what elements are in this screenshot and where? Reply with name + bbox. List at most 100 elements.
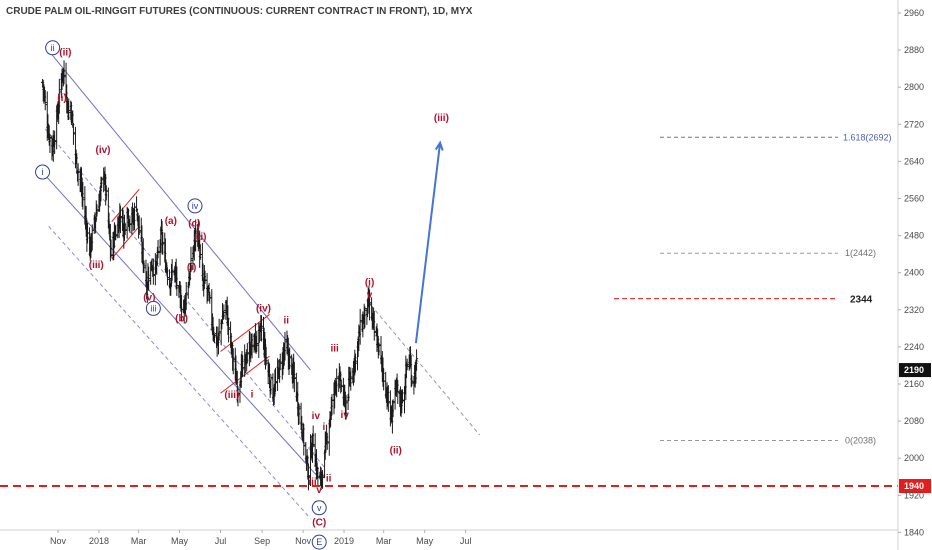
- wave-label: iii: [308, 477, 317, 488]
- ohlc-bar: [306, 463, 311, 491]
- ohlc-bar: [367, 289, 372, 321]
- ohlc-bar: [349, 367, 353, 391]
- ohlc-bars: [40, 60, 419, 491]
- ohlc-bar: [71, 123, 76, 145]
- wave-circle: [45, 40, 61, 56]
- y-tick-label: 2240: [904, 342, 924, 352]
- y-tick-label: 2640: [904, 156, 924, 166]
- ohlc-bar: [208, 291, 212, 304]
- ohlc-bar: [283, 331, 287, 361]
- last-price-label: 2190: [904, 365, 924, 375]
- chart-title: CRUDE PALM OIL-RINGGIT FUTURES (CONTINUO…: [6, 6, 473, 17]
- y-tick-label: 2160: [904, 379, 924, 389]
- wave-label: (i): [187, 262, 196, 273]
- wave-circle: [311, 500, 327, 516]
- ohlc-bar: [410, 375, 414, 387]
- x-tick-label: May: [416, 536, 434, 546]
- ohlc-bar: [264, 346, 268, 366]
- fib-label: 0(2038): [845, 436, 876, 446]
- ohlc-bar: [405, 358, 409, 371]
- ohlc-bar: [81, 182, 85, 210]
- wave-label: (iv): [256, 304, 271, 315]
- ohlc-bar: [320, 469, 325, 489]
- last-price-tag: [899, 363, 931, 378]
- ohlc-bar: [278, 353, 282, 371]
- ohlc-bar: [161, 231, 165, 255]
- ohlc-bar: [137, 215, 141, 235]
- wave-circle: [187, 198, 203, 214]
- ohlc-bar: [123, 222, 127, 236]
- x-tick-label: 2018: [89, 536, 109, 546]
- ohlc-bar: [43, 90, 47, 111]
- wave-circle-label: i: [42, 167, 44, 177]
- wave-label: (ii): [194, 232, 206, 243]
- ohlc-bar: [142, 260, 146, 274]
- ohlc-bar: [311, 425, 315, 448]
- ohlc-bar: [391, 399, 395, 418]
- wave-label: (iii): [224, 390, 239, 401]
- wave-label: (iii): [434, 113, 449, 124]
- wave-labels: (ii) (i) (iv) (iii) (a) (c) (ii) (i) (v) (b) (iv) (…: [35, 40, 449, 550]
- red-channel-line: [111, 188, 140, 222]
- ohlc-bar: [151, 258, 155, 285]
- wave-circle: [145, 300, 161, 316]
- red-channel-line: [111, 225, 140, 260]
- wave-label: iii: [330, 344, 339, 355]
- ohlc-bar: [147, 266, 151, 291]
- ohlc-bar: [269, 374, 273, 395]
- ohlc-bar: [288, 347, 292, 370]
- ohlc-bar: [194, 219, 198, 252]
- ohlc-bar: [189, 246, 193, 273]
- wave-label: (iii): [89, 260, 104, 271]
- ohlc-bar: [217, 318, 221, 341]
- x-tick-label: Mar: [376, 536, 392, 546]
- dashed-trend-line: [370, 304, 481, 436]
- y-tick-label: 2800: [904, 82, 924, 92]
- ohlc-bar: [67, 98, 71, 120]
- x-tick-label: 2019: [334, 536, 354, 546]
- ohlc-bar: [358, 308, 362, 345]
- wave-circle-label: iv: [192, 201, 199, 211]
- y-tick-label: 2480: [904, 231, 924, 241]
- ohlc-bar: [226, 317, 231, 343]
- ohlc-bar: [222, 304, 226, 320]
- wave-label: ii: [284, 316, 290, 327]
- ohlc-bar: [114, 225, 118, 241]
- wave-label: (ii): [390, 446, 402, 457]
- ohlc-bar: [53, 130, 57, 154]
- ohlc-bar: [255, 330, 259, 353]
- ohlc-bar: [377, 342, 381, 356]
- wave-label: (a): [165, 216, 177, 227]
- wave-label: i: [323, 422, 326, 433]
- y-tick-label: 1920: [904, 490, 924, 500]
- wave-label: ii: [326, 473, 332, 484]
- wave-label: (c): [188, 218, 200, 229]
- resistance-label: 2344: [850, 295, 873, 306]
- x-tick-label: Jul: [460, 536, 472, 546]
- channel-line: [51, 54, 311, 371]
- ohlc-bar: [344, 395, 348, 420]
- ohlc-bar: [353, 353, 358, 373]
- x-tick-label: Sep: [254, 536, 270, 546]
- y-tick-label: 2080: [904, 416, 924, 426]
- wave-label: (i): [57, 93, 66, 104]
- projection-arrow-line: [414, 142, 442, 344]
- ohlc-bar: [95, 204, 99, 217]
- ohlc-bar: [156, 239, 160, 259]
- wave-circle-label: v: [317, 503, 322, 513]
- horizontal-levels: 1940 2344 1.618(2692) 1(2442) 0(2038) 2190: [0, 132, 931, 494]
- ohlc-bar: [396, 379, 400, 405]
- fib-label: 1.618(2692): [843, 132, 892, 142]
- x-tick-label: Nov: [50, 536, 67, 546]
- wave-label: (v): [143, 293, 155, 304]
- wave-label: (b): [175, 313, 188, 324]
- ohlc-bar: [62, 60, 66, 85]
- x-tick-label: Nov: [295, 536, 312, 546]
- ohlc-bar: [100, 176, 104, 188]
- ohlc-bar: [231, 348, 235, 375]
- ohlc-bar: [292, 361, 296, 393]
- y-tick-label: 2000: [904, 453, 924, 463]
- y-tick-label: 1840: [904, 527, 924, 537]
